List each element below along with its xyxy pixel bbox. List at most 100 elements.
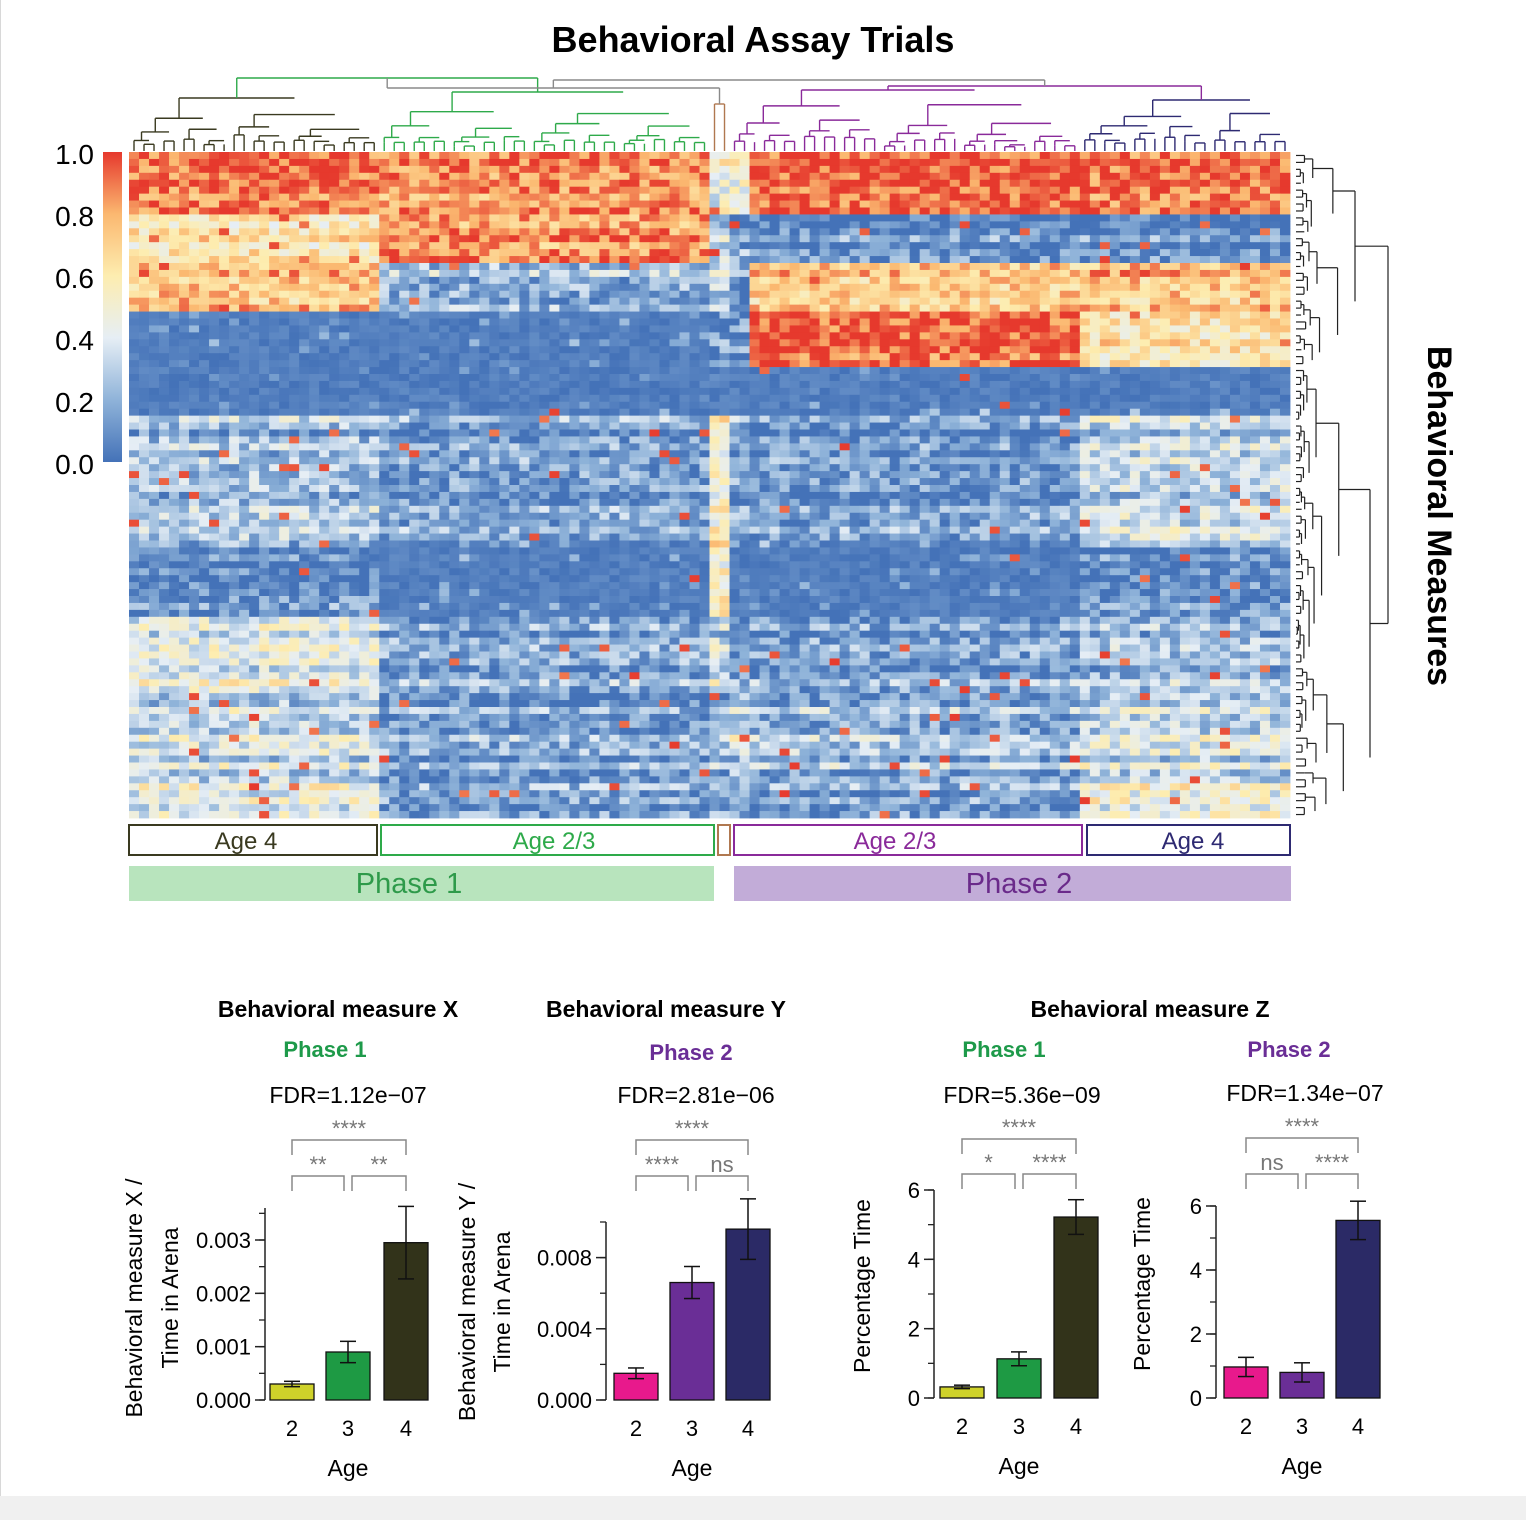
heatmap-cell [399,311,410,319]
heatmap-cell [939,318,951,326]
heatmap-cell [1009,186,1021,195]
heatmap-cell [949,235,961,243]
heatmap-cell [1039,242,1051,250]
heatmap-cell [899,325,911,333]
heatmap-cell [379,422,390,430]
heatmap-cell [569,165,580,174]
heatmap-cell [1089,186,1101,195]
heatmap-cell [489,311,500,319]
heatmap-cell [1039,214,1051,222]
heatmap-cell [439,374,450,382]
heatmap-cell [629,276,640,285]
heatmap-cell [899,152,911,160]
heatmap-cell [259,242,270,250]
heatmap-cell [299,367,310,375]
heatmap-cell [729,380,740,389]
heatmap-cell [669,152,680,160]
heatmap-cell [669,339,680,347]
heatmap-cell [1219,242,1231,250]
heatmap-cell [789,276,800,285]
heatmap-cell [839,207,851,215]
heatmap-cell [979,367,991,375]
heatmap-cell [129,172,140,181]
heatmap-cell [869,235,881,243]
heatmap-cell [349,249,360,257]
heatmap-cell [509,401,520,410]
heatmap-cell [1169,332,1181,340]
heatmap-cell [509,394,520,403]
heatmap-cell [819,394,830,403]
heatmap-cell [739,269,750,278]
heatmap-cell [559,269,570,278]
heatmap-cell [959,214,971,222]
heatmap-cell [579,387,590,396]
heatmap-cell [269,193,280,201]
heatmap-cell [989,311,1001,319]
heatmap-cell [719,380,730,389]
heatmap-cell [209,228,220,236]
heatmap-cell [1169,318,1181,326]
heatmap-cell [919,311,931,319]
heatmap-cell [369,276,380,285]
heatmap-cell [359,283,370,292]
heatmap-cell [319,304,330,312]
heatmap-cell [239,152,250,160]
heatmap-cell [719,332,730,340]
heatmap-cell [369,186,380,195]
heatmap-cell [209,360,220,368]
heatmap-cell [1279,394,1291,403]
heatmap-cell [329,165,340,174]
heatmap-cell [869,422,881,430]
heatmap-cell [1249,304,1261,312]
heatmap-cell [1109,297,1121,306]
heatmap-cell [1069,360,1081,368]
heatmap-cell [979,325,991,333]
heatmap-cell [249,394,260,403]
heatmap-cell [409,249,420,257]
heatmap-cell [189,242,200,250]
heatmap-cell [709,152,720,160]
heatmap-cell [429,311,440,319]
heatmap-cell [1079,346,1091,354]
heatmap-cell [379,387,390,396]
heatmap-cell [849,408,861,417]
heatmap-cell [729,422,740,430]
heatmap-cell [509,297,520,306]
heatmap-cell [959,290,971,299]
heatmap-cell [359,263,370,271]
heatmap-cell [509,318,520,326]
heatmap-cell [349,332,360,340]
heatmap-cell [1079,304,1091,312]
heatmap-cell [679,325,690,333]
heatmap-cell [149,228,160,236]
heatmap-cell [599,332,610,340]
heatmap-cell [1219,263,1231,271]
heatmap-cell [1159,242,1171,250]
heatmap-cell [859,401,871,410]
heatmap-cell [779,311,790,319]
heatmap-cell [519,193,530,201]
heatmap-cell [359,311,370,319]
heatmap-cell [939,276,951,285]
heatmap-cell [1009,387,1021,396]
heatmap-cell [639,249,650,257]
heatmap-cell [519,221,530,229]
heatmap-cell [959,415,971,423]
heatmap-cell [1019,325,1031,333]
heatmap-cell [1009,415,1021,423]
heatmap-cell [1279,422,1291,430]
heatmap-cell [329,387,340,396]
heatmap-cell [869,394,881,403]
heatmap-cell [419,374,430,382]
heatmap-cell [189,221,200,229]
heatmap-cell [1069,186,1081,195]
heatmap-cell [429,179,440,188]
heatmap-cell [179,269,190,278]
heatmap-cell [179,374,190,382]
heatmap-cell [959,221,971,229]
heatmap-cell [1069,380,1081,389]
heatmap-cell [229,325,240,333]
heatmap-cell [469,186,480,195]
heatmap-cell [399,394,410,403]
heatmap-cell [299,235,310,243]
